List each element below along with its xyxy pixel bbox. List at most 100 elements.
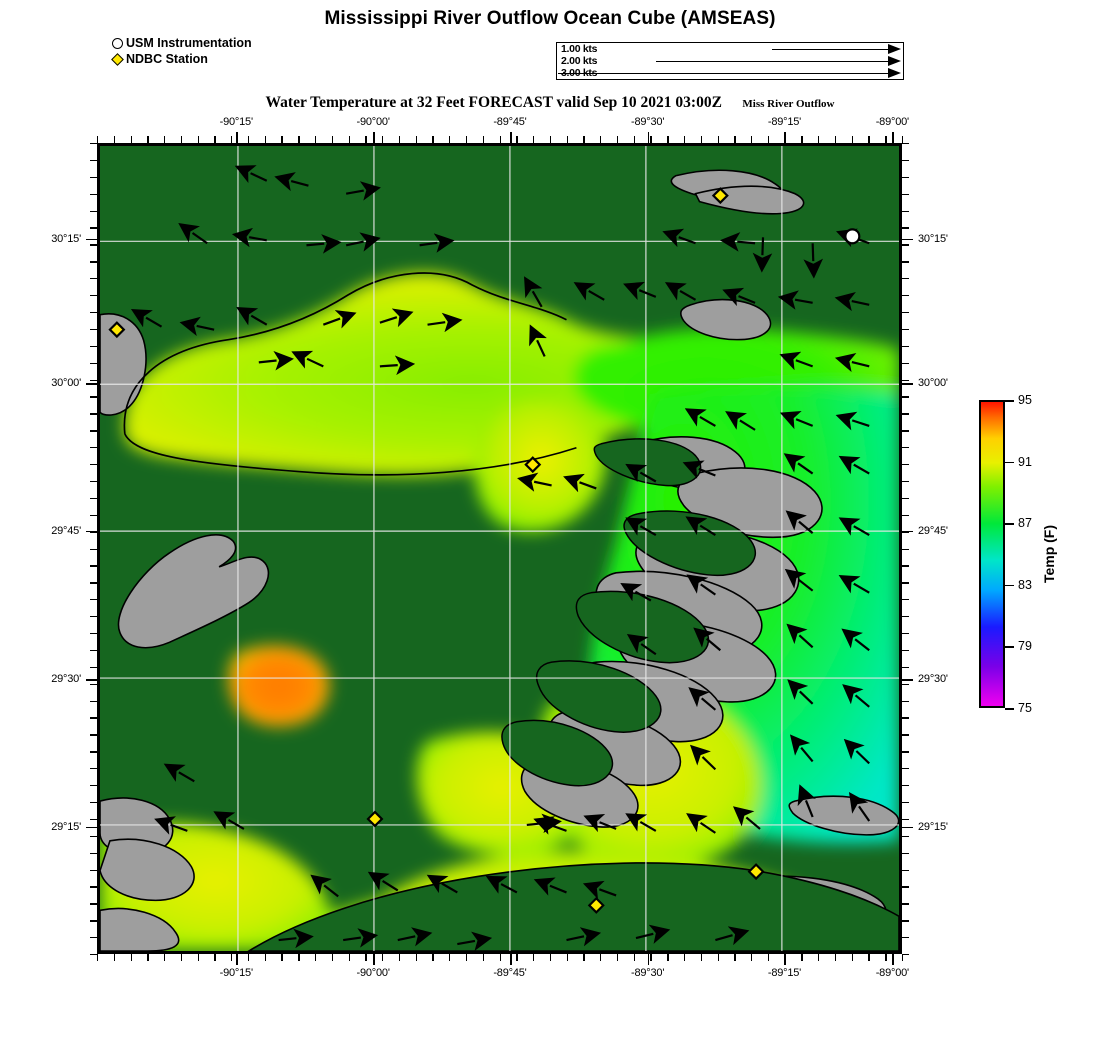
ndbc-station-marker[interactable]	[711, 187, 729, 205]
y-minor-tick	[902, 683, 909, 685]
y-axis-label-3: 29°30'	[51, 673, 81, 686]
y-minor-tick	[90, 801, 97, 804]
ndbc-station-icon	[111, 53, 124, 66]
x-minor-tick	[449, 954, 451, 961]
vector-scale-arrowhead-2	[888, 55, 901, 66]
vector-scale-row-2: 2.00 kts	[557, 54, 903, 68]
x-axis-label-bottom-5: -89°00'	[875, 967, 909, 979]
y-minor-tick	[90, 548, 97, 550]
y-minor-tick	[902, 937, 909, 939]
current-arrow	[566, 927, 602, 947]
x-minor-tick	[667, 136, 669, 143]
x-minor-tick	[197, 136, 199, 143]
x-minor-tick	[331, 136, 334, 143]
x-minor-tick	[734, 136, 736, 143]
y-minor-tick	[90, 954, 97, 956]
y-major-tick	[86, 383, 97, 385]
vector-scale-row-3: 3.00 kts	[557, 67, 903, 80]
current-arrow	[526, 813, 562, 834]
vector-scale-row-1: 1.00 kts	[557, 42, 903, 56]
y-axis-label-right-0: 30°15'	[918, 232, 948, 245]
current-arrow	[787, 679, 814, 705]
current-arrow	[843, 738, 870, 765]
y-minor-tick	[90, 632, 97, 635]
x-minor-tick	[231, 136, 233, 143]
y-minor-tick	[902, 379, 909, 381]
x-axis-label-bottom-3: -89°30'	[630, 967, 665, 979]
x-minor-tick	[633, 136, 635, 143]
x-minor-tick	[348, 954, 350, 961]
current-arrow	[842, 684, 870, 708]
y-minor-tick	[90, 295, 97, 297]
vector-scale-label-1: 1.00 kts	[561, 42, 598, 55]
y-minor-tick	[90, 261, 97, 263]
current-arrow	[582, 880, 617, 900]
usm-instrumentation-marker[interactable]	[844, 228, 861, 245]
colorbar-tick-83	[1005, 584, 1014, 587]
y-minor-tick	[90, 176, 97, 179]
y-minor-tick	[90, 143, 97, 145]
x-minor-tick	[298, 136, 300, 143]
colorbar-tick-label-91: 91	[1018, 454, 1032, 469]
ndbc-station-marker[interactable]	[587, 896, 605, 914]
current-arrow	[130, 308, 163, 328]
y-minor-tick	[902, 210, 909, 212]
y-axis-label-1: 30°00'	[51, 377, 81, 390]
x-minor-tick	[382, 954, 384, 961]
x-minor-tick	[365, 954, 367, 961]
ndbc-station-marker[interactable]	[366, 810, 384, 828]
y-major-tick	[902, 238, 913, 241]
x-minor-tick	[331, 954, 334, 961]
vector-scale-line-1	[772, 48, 888, 51]
ndbc-station-marker[interactable]	[108, 321, 126, 339]
current-arrow	[310, 874, 339, 898]
y-minor-tick	[902, 497, 909, 500]
y-minor-tick	[90, 193, 97, 195]
x-minor-tick	[683, 954, 686, 961]
current-arrow	[379, 355, 416, 376]
y-minor-tick	[902, 582, 909, 584]
temperature-map[interactable]	[97, 143, 902, 954]
colorbar-tick-label-87: 87	[1018, 516, 1032, 531]
y-minor-tick	[90, 599, 97, 601]
x-minor-tick	[818, 136, 820, 143]
x-minor-tick	[315, 954, 317, 961]
y-minor-tick	[902, 548, 909, 550]
x-minor-tick	[164, 136, 166, 143]
x-major-tick	[784, 132, 787, 143]
y-minor-tick	[902, 480, 909, 483]
x-minor-tick	[147, 136, 149, 143]
legend-label-usm: USM Instrumentation	[126, 36, 252, 50]
current-arrow	[838, 575, 870, 594]
current-arrow	[841, 628, 870, 652]
y-minor-tick	[90, 886, 97, 888]
y-minor-tick	[902, 447, 909, 449]
current-arrow	[664, 282, 697, 301]
x-minor-tick	[801, 136, 803, 143]
y-minor-tick	[90, 210, 97, 212]
x-minor-tick	[281, 954, 283, 961]
x-minor-tick	[700, 136, 703, 143]
current-arrow	[625, 813, 657, 832]
y-minor-tick	[90, 666, 97, 669]
ndbc-station-marker[interactable]	[524, 456, 542, 474]
y-minor-tick	[902, 430, 909, 432]
x-minor-tick	[348, 136, 350, 143]
ndbc-station-marker[interactable]	[747, 863, 765, 881]
x-minor-tick	[834, 954, 837, 961]
current-arrow	[785, 510, 814, 534]
x-minor-tick	[700, 954, 703, 961]
vector-scale-label-2: 2.00 kts	[561, 54, 598, 67]
x-minor-tick	[247, 954, 250, 961]
current-arrow	[625, 463, 657, 483]
y-minor-tick	[902, 599, 909, 601]
x-minor-tick	[516, 136, 518, 143]
current-arrow	[573, 282, 605, 301]
y-minor-tick	[902, 244, 909, 246]
y-minor-tick	[902, 514, 909, 516]
y-minor-tick	[90, 345, 97, 348]
current-arrow	[848, 792, 871, 822]
x-minor-tick	[767, 954, 770, 961]
y-minor-tick	[902, 632, 909, 635]
x-major-tick	[373, 132, 375, 143]
